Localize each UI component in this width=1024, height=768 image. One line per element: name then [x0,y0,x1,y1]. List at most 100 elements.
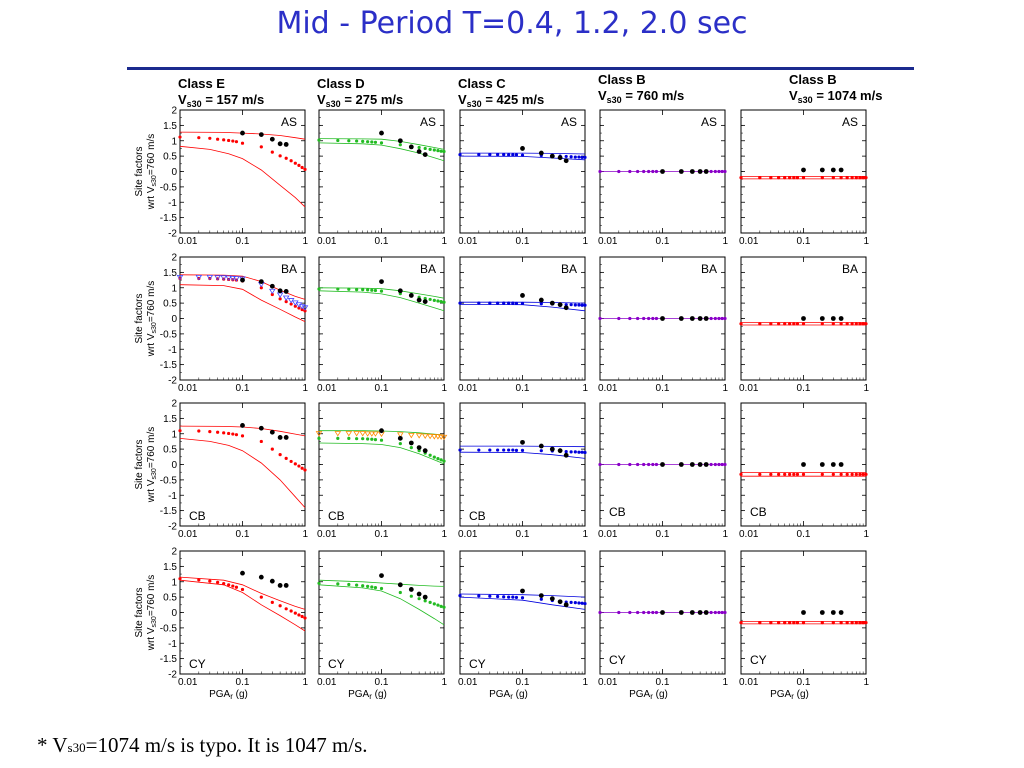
predicted-point [398,143,402,147]
predicted-point [511,595,515,599]
y-tick-label: 0 [171,314,177,325]
y-axis-title-rest: =760 m/s [146,134,157,175]
y-axis-title-line1: Site factors [134,587,145,637]
predicted-point [580,155,584,159]
predicted-point [654,169,659,174]
reference-point [397,138,403,144]
x-axis-title-unit: (g) [233,689,248,700]
predicted-point [240,141,245,145]
x-tick-label: 0.01 [317,677,337,688]
predicted-point [564,303,568,307]
predicted-point [208,136,212,140]
predicted-point [580,601,584,605]
predicted-point [289,302,293,306]
predicted-point [417,449,421,453]
y-tick-label: -1 [168,198,177,209]
x-tick-label: 0.1 [656,383,670,394]
reference-point [408,293,414,298]
reference-point [703,316,709,321]
panel-frame [459,550,586,675]
alternate-point [421,433,429,439]
x-tick-label: 0.1 [516,383,530,394]
predicted-point [654,610,659,615]
y-tick-label: -2 [168,376,177,387]
reference-point [801,167,806,173]
alternate-point [372,431,379,437]
y-axis-title-sub: s30 [151,616,158,627]
model-bound-line [179,145,306,208]
predicted-point [854,322,858,326]
predicted-point [417,597,421,601]
predicted-point [370,437,374,441]
x-tick-label: 0.01 [598,529,618,540]
predicted-point [303,167,307,171]
predicted-point [717,610,721,615]
predicted-point [496,594,500,599]
y-axis-title-rest: =760 m/s [146,575,157,616]
predicted-point [713,610,717,615]
vs30-value: = 760 m/s [622,88,685,103]
predicted-point [366,140,370,144]
predicted-point [432,148,436,152]
predicted-point [654,316,659,321]
model-bound-line [459,596,586,610]
panel-cb-col-2: 0.01 0.1 1 CB [315,402,447,540]
model-label: BA [281,262,297,276]
x-tick-label: 1 [582,677,588,688]
panel-frame [179,550,306,675]
predicted-point [477,448,481,452]
predicted-point [739,176,743,180]
y-tick-label: 1.5 [163,562,177,573]
model-bound-line [459,593,586,598]
predicted-point [792,472,796,476]
alternate-point [408,432,415,439]
alternate-point [233,276,240,282]
predicted-point [514,448,519,452]
y-axis-title-sub: s30 [151,322,158,333]
model-label: CB [469,509,486,523]
x-axis-title-unit: (g) [794,689,809,700]
panel-cb-col-1: 2 1.5 1 0.5 0 -0.5 -1 -1.5 -20.01 0.1 1 CB [160,399,309,541]
alternate-point [359,431,367,437]
reference-point [563,305,569,311]
predicted-point [227,431,231,436]
reference-point [422,594,428,600]
reference-point [563,158,569,164]
predicted-point [564,154,568,159]
predicted-point [428,147,432,151]
predicted-point [227,138,231,143]
reference-point [830,610,836,615]
x-tick-label: 1 [302,677,308,688]
predicted-point [270,150,274,154]
predicted-point [317,138,321,142]
predicted-point [583,450,587,455]
x-tick-label: 0.01 [458,529,478,540]
predicted-point [278,604,282,608]
predicted-point [709,316,713,321]
predicted-point [231,139,235,143]
alternate-point [368,431,376,437]
predicted-point [520,153,525,157]
predicted-point [520,596,525,600]
predicted-point [216,430,220,434]
panel-ba-col-3: 0.01 0.1 1 BA [458,256,588,394]
model-bound-line [318,290,445,312]
panel-as-col-5: 0.01 0.1 1 AS [739,109,869,247]
reference-point [408,587,414,592]
predicted-point [788,322,792,326]
predicted-point [336,582,340,586]
x-tick-label: 0.01 [178,236,198,247]
model-label: BA [701,262,717,276]
predicted-point [488,152,492,157]
predicted-point [370,140,374,144]
alternate-point [353,431,360,437]
x-tick-label: 0.01 [317,236,337,247]
predicted-point [617,610,621,615]
predicted-point [788,472,792,476]
reference-point [678,169,684,174]
reference-point [697,610,703,615]
x-tick-label: 1 [582,236,588,247]
predicted-point [777,176,781,180]
